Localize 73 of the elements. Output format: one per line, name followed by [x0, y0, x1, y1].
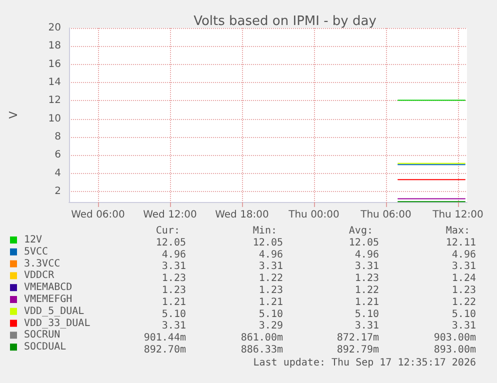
y-tick-label: 8 — [54, 132, 61, 143]
text: 1.21 — [258, 296, 283, 308]
text: 892.70m — [144, 344, 186, 356]
legend-label: SOCDUAL — [24, 342, 66, 353]
legend-label: VDD_5_DUAL — [24, 306, 84, 317]
y-tick-label: 2 — [54, 186, 61, 198]
text: 872.17m — [336, 332, 379, 344]
text: 12.11 — [446, 237, 476, 248]
text: 892.79m — [336, 344, 379, 356]
text: 1.23 — [452, 285, 476, 296]
text: 4.96 — [354, 249, 379, 260]
y-tick-label: 18 — [48, 40, 61, 52]
y-axis-title: V — [7, 110, 20, 119]
text: 3.31 — [452, 261, 476, 272]
y-tick-label: 14 — [48, 77, 61, 88]
text: 4.96 — [452, 249, 476, 260]
text: 1.22 — [258, 273, 283, 284]
x-tick-label: Thu 06:00 — [360, 210, 412, 220]
text: Max: — [446, 226, 470, 236]
text: 893.00m — [434, 344, 476, 356]
legend-label: VMEMABCD — [24, 282, 72, 294]
text: 3.31 — [162, 261, 186, 272]
text: 4.96 — [162, 249, 186, 260]
text: 3.29 — [258, 320, 283, 332]
text: Cur: — [156, 226, 180, 236]
y-tick-label: 4 — [54, 168, 61, 179]
text: 1.23 — [162, 285, 186, 296]
text: 12.05 — [156, 237, 186, 248]
text: 1.24 — [452, 273, 476, 284]
legend-label: 3.3VCC — [24, 258, 60, 270]
y-tick-label: 20 — [48, 22, 61, 34]
text: 5.10 — [452, 308, 476, 320]
text: 5.10 — [162, 308, 186, 320]
text: 5.10 — [258, 308, 283, 320]
text: Avg: — [348, 226, 373, 236]
text: 1.23 — [354, 273, 379, 284]
legend-label: 12V — [24, 234, 42, 246]
text: 3.31 — [354, 320, 379, 332]
y-tick-label: 10 — [48, 113, 61, 124]
x-tick-label: Thu 00:00 — [288, 210, 340, 220]
text: 886.33m — [240, 344, 283, 356]
x-tick-label: Wed 18:00 — [215, 210, 269, 220]
legend-label: VMEMEFGH — [24, 294, 72, 305]
text: Min: — [252, 226, 277, 236]
chart-title: Volts based on IPMI - by day — [194, 14, 377, 29]
text: 861.00m — [240, 332, 283, 344]
legend-label: 5VCC — [24, 246, 48, 258]
text: 12.05 — [252, 237, 283, 248]
x-tick-label: Thu 12:00 — [432, 210, 484, 220]
x-tick-label: Wed 12:00 — [143, 210, 197, 220]
text: 3.31 — [452, 320, 476, 332]
text: 903.00m — [434, 332, 476, 344]
legend-label: SOCRUN — [24, 330, 60, 341]
x-tick-label: Wed 06:00 — [71, 210, 125, 220]
text: Last update: Thu Sep 17 12:35:17 2026 — [253, 357, 476, 368]
text: 1.23 — [258, 285, 283, 296]
y-tick-label: 16 — [48, 58, 61, 70]
text: 12.05 — [348, 237, 379, 248]
y-tick-label: 12 — [48, 95, 61, 106]
text: 1.22 — [354, 285, 379, 296]
legend-label: VDDCR — [24, 270, 56, 282]
text: 4.96 — [258, 249, 283, 260]
text: 3.31 — [354, 261, 379, 272]
legend-label: VDD_33_DUAL — [24, 318, 90, 329]
text: 1.21 — [162, 296, 186, 308]
text: 5.10 — [354, 308, 379, 320]
y-tick-label: 6 — [54, 150, 61, 161]
text: 3.31 — [258, 261, 283, 272]
text: 3.31 — [162, 320, 186, 332]
text: 901.44m — [144, 332, 186, 344]
text: 1.23 — [162, 273, 186, 284]
text: 1.22 — [452, 296, 476, 308]
text: 1.21 — [354, 296, 379, 308]
